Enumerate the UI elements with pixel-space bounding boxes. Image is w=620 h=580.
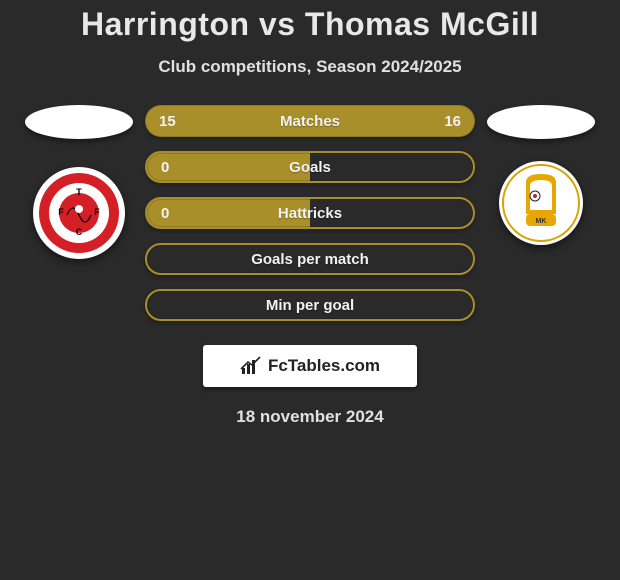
stat-label: Min per goal xyxy=(266,297,354,314)
svg-text:F: F xyxy=(94,207,100,217)
stat-label: Goals xyxy=(289,159,331,176)
main-row: T F F C 15 Matches 16 0 Goals xyxy=(0,105,620,321)
right-player-ellipse xyxy=(487,105,595,139)
page-title: Harrington vs Thomas McGill xyxy=(0,6,620,43)
stat-bar-hattricks: 0 Hattricks xyxy=(145,197,475,229)
svg-text:C: C xyxy=(76,227,83,237)
date-line: 18 november 2024 xyxy=(0,407,620,427)
stats-column: 15 Matches 16 0 Goals 0 Hattricks Goals … xyxy=(139,105,481,321)
mkdons-badge-icon: MK xyxy=(502,164,580,242)
brand-box: FcTables.com xyxy=(203,345,417,387)
stat-bar-goals-per-match: Goals per match xyxy=(145,243,475,275)
stat-bar-min-per-goal: Min per goal xyxy=(145,289,475,321)
fleetwood-badge-icon: T F F C xyxy=(37,171,121,255)
left-club-badge: T F F C xyxy=(33,167,125,259)
stat-bar-matches: 15 Matches 16 xyxy=(145,105,475,137)
svg-text:T: T xyxy=(76,187,82,197)
left-player-ellipse xyxy=(25,105,133,139)
left-side: T F F C xyxy=(19,105,139,259)
chart-icon xyxy=(240,356,262,376)
brand-text: FcTables.com xyxy=(268,356,380,376)
stat-right-value: 16 xyxy=(444,113,461,130)
right-side: MK xyxy=(481,105,601,245)
stat-left-value: 0 xyxy=(161,205,169,222)
subtitle: Club competitions, Season 2024/2025 xyxy=(0,57,620,77)
svg-text:MK: MK xyxy=(536,218,547,225)
stat-left-value: 0 xyxy=(161,159,169,176)
stat-label: Matches xyxy=(280,113,340,130)
stat-label: Hattricks xyxy=(278,205,342,222)
right-club-badge: MK xyxy=(499,161,583,245)
stat-bar-goals: 0 Goals xyxy=(145,151,475,183)
svg-text:F: F xyxy=(58,207,64,217)
comparison-card: Harrington vs Thomas McGill Club competi… xyxy=(0,0,620,427)
stat-label: Goals per match xyxy=(251,251,369,268)
stat-left-value: 15 xyxy=(159,113,176,130)
